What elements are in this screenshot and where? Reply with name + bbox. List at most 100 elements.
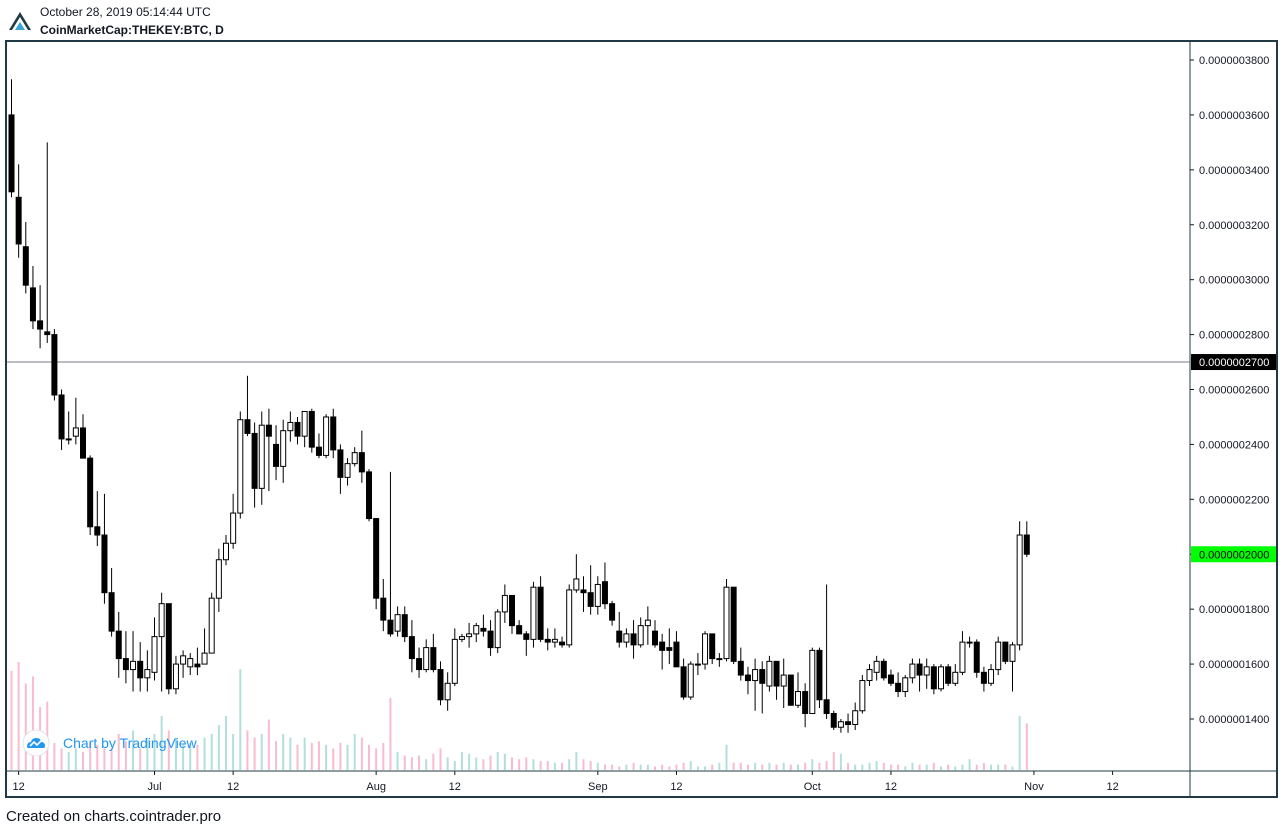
candle-down [308, 410, 315, 448]
candle-up [687, 663, 694, 698]
volume-bar [375, 748, 378, 770]
candle-down [616, 630, 623, 643]
candle-down [659, 641, 666, 651]
price-tick-label: 0.0000001800 [1199, 604, 1269, 616]
candle-up [766, 660, 773, 687]
volume-bar [911, 762, 914, 770]
candle-down [830, 713, 837, 728]
volume-bar [160, 716, 163, 770]
candle-up [988, 669, 995, 684]
candle-down [251, 432, 258, 489]
candle-down [587, 592, 594, 607]
candle-down [101, 534, 108, 594]
candle-down [80, 427, 86, 459]
horizontal-line-price-tag: 0.0000002700 [1199, 357, 1269, 369]
candle-down [630, 633, 637, 646]
volume-bar [761, 764, 764, 770]
volume-bar [532, 759, 535, 770]
volume-bar [182, 744, 185, 770]
volume-bar [403, 755, 406, 770]
candle-down [816, 649, 823, 701]
candle-down [730, 586, 737, 662]
candle-down [609, 603, 616, 621]
candle-down [122, 658, 129, 671]
volume-bar [861, 764, 864, 770]
candle-down [137, 660, 144, 679]
candle-down [980, 671, 987, 684]
volume-bar [553, 762, 556, 770]
volume-bar [582, 759, 585, 770]
candle-up [323, 416, 330, 456]
time-tick-label: Aug [366, 781, 386, 793]
volume-bar [768, 762, 771, 770]
volume-bar [825, 761, 828, 770]
candle-up [644, 619, 651, 627]
volume-bar [632, 762, 635, 770]
volume-bar [353, 734, 356, 770]
volume-bar [396, 752, 399, 770]
volume-bar [718, 762, 721, 770]
candle-down [666, 647, 673, 651]
volume-bar [139, 748, 142, 770]
candle-up [530, 586, 537, 640]
candle-up [280, 430, 287, 467]
candle-up [752, 669, 759, 682]
candle-down [366, 471, 372, 520]
candle-down [416, 658, 423, 671]
volume-bar [646, 764, 649, 770]
candle-up [716, 658, 723, 661]
volume-bar [96, 744, 99, 770]
candle-down [44, 331, 51, 336]
volume-bar [110, 748, 113, 770]
volume-bar [196, 744, 199, 770]
candle-up [458, 636, 465, 640]
volume-bar [10, 671, 13, 770]
price-tick-label: 0.0000003600 [1199, 110, 1269, 122]
candle-up [566, 589, 573, 646]
time-tick-label: Oct [804, 781, 821, 793]
volume-bar [460, 752, 463, 770]
candle-down [401, 614, 408, 638]
candle-up [344, 463, 351, 478]
candle-up [995, 641, 1002, 671]
volume-bar [561, 762, 564, 770]
volume-bar [67, 752, 70, 770]
candle-down [802, 691, 809, 715]
candle-up [215, 559, 222, 599]
volume-bar [260, 734, 263, 770]
candle-up [301, 410, 308, 437]
volume-bar [368, 744, 370, 770]
candle-down [787, 674, 794, 706]
candle-down [652, 630, 658, 646]
time-tick-label: 12 [227, 781, 239, 793]
volume-bar [53, 743, 56, 770]
footer-credit: Created on charts.cointrader.pro [6, 808, 222, 825]
volume-bar [789, 764, 792, 770]
last-price-tag-bg [1191, 546, 1276, 563]
volume-bar [496, 752, 499, 770]
candle-down [487, 630, 494, 649]
price-tick-label: 0.0000002400 [1199, 439, 1269, 451]
candle-down [480, 627, 487, 632]
candle-up [423, 647, 430, 671]
candle-up [902, 677, 909, 693]
candle-down [880, 660, 887, 679]
chart-header: October 28, 2019 05:14:44 UTC CoinMarket… [0, 0, 1286, 40]
candle-up [201, 652, 208, 665]
volume-bar [868, 762, 871, 770]
volume-bar [246, 730, 249, 770]
volume-bar [997, 764, 1000, 770]
volume-bar [654, 766, 656, 770]
time-tick-label: 12 [1106, 781, 1118, 793]
candle-down [358, 452, 365, 473]
candle-up [852, 710, 859, 725]
volume-bar [546, 761, 549, 770]
candle-down [29, 287, 36, 322]
volume-bar [360, 737, 363, 770]
volume-bar [961, 764, 964, 770]
tradingview-watermark[interactable]: Chart by TradingView [22, 730, 212, 756]
price-tick-label: 0.0000001600 [1199, 659, 1269, 671]
volume-bar [696, 766, 699, 770]
candle-up [959, 641, 966, 673]
